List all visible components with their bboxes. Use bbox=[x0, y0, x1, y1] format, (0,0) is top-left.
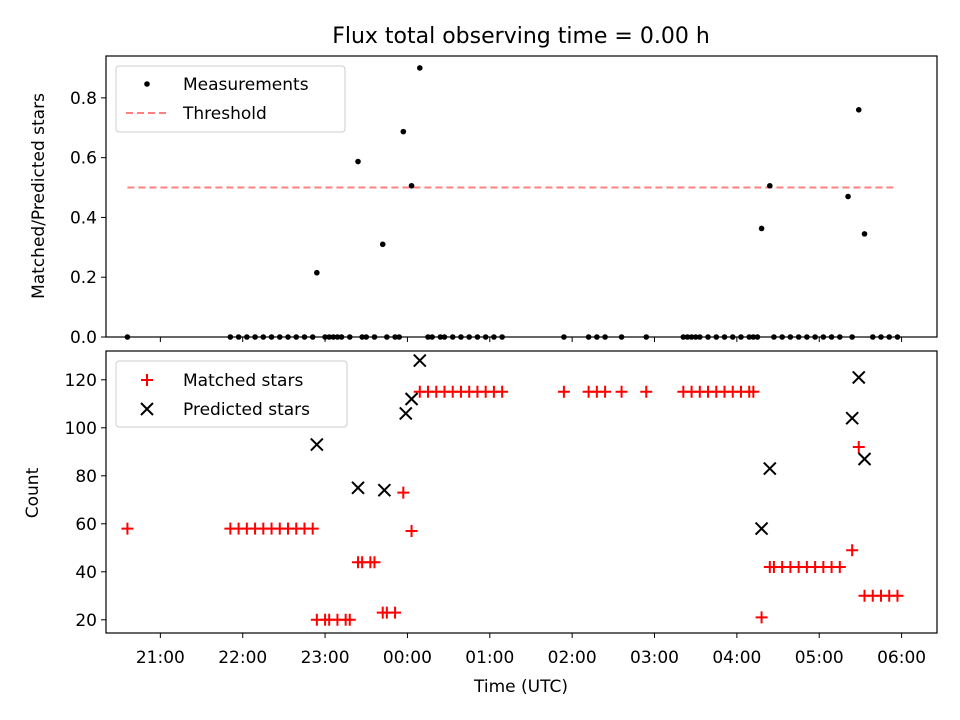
top-y-tick-label: 0.6 bbox=[70, 149, 97, 169]
bottom-x-tick-label: 03:00 bbox=[630, 648, 679, 668]
matched-star-point bbox=[615, 385, 628, 398]
bottom-x-tick-label: 06:00 bbox=[877, 648, 926, 668]
top-y-axis-label: Matched/Predicted stars bbox=[29, 93, 49, 299]
bottom-plot-area: 20 40 60 80 100 120 21:00 22:00 23:00 00:00 01:00 0… bbox=[65, 353, 926, 668]
bottom-x-tick-label: 04:00 bbox=[712, 648, 761, 668]
measurement-point bbox=[758, 225, 765, 232]
legend-marker-measurements bbox=[144, 81, 150, 87]
bottom-y-tick-label: 60 bbox=[75, 515, 97, 535]
bottom-x-tick-label: 21:00 bbox=[136, 648, 185, 668]
bottom-x-axis-label: Time (UTC) bbox=[473, 677, 568, 697]
matched-star-point bbox=[397, 486, 410, 499]
matched-star-point bbox=[599, 385, 612, 398]
matched-star-point bbox=[747, 385, 760, 398]
bottom-y-tick-label: 80 bbox=[75, 467, 97, 487]
matched-star-point bbox=[833, 561, 846, 573]
bottom-x-tick-label: 22:00 bbox=[218, 648, 267, 668]
bottom-x-tick-label: 02:00 bbox=[548, 648, 597, 668]
top-legend: Measurements Threshold bbox=[115, 65, 346, 133]
measurement-point bbox=[314, 269, 320, 276]
predicted-star-point bbox=[310, 437, 324, 452]
matched-star-point bbox=[306, 522, 319, 535]
bottom-y-tick-label: 100 bbox=[65, 419, 97, 439]
predicted-star-point bbox=[413, 353, 427, 368]
bottom-plot-frame bbox=[105, 350, 938, 634]
measurement-point bbox=[355, 158, 361, 165]
matched-star-point bbox=[368, 556, 381, 569]
matched-star-point bbox=[852, 441, 865, 453]
top-plot-area: 0.0 0.2 0.4 0.6 0.8 bbox=[70, 65, 903, 348]
legend-marker-predicted bbox=[140, 402, 154, 416]
bottom-x-tick-label: 23:00 bbox=[301, 648, 350, 668]
top-y-tick-label: 0.8 bbox=[70, 89, 97, 109]
top-y-tick-label: 0.0 bbox=[70, 328, 97, 348]
bottom-legend: Matched stars Predicted stars bbox=[115, 360, 348, 428]
measurement-point bbox=[408, 182, 415, 189]
matched-star-point bbox=[389, 606, 402, 619]
matched-star-point bbox=[343, 613, 356, 626]
matched-star-point bbox=[755, 611, 768, 624]
top-plot-frame bbox=[105, 55, 938, 338]
chart-title: Flux total observing time = 0.00 h bbox=[332, 24, 710, 49]
predicted-star-point bbox=[377, 483, 392, 497]
bottom-x-tick-label: 05:00 bbox=[795, 648, 844, 668]
top-y-tick-label: 0.4 bbox=[70, 208, 97, 228]
measurement-point bbox=[861, 231, 868, 237]
legend-label-measurements: Measurements bbox=[183, 75, 309, 95]
bottom-y-tick-label: 20 bbox=[75, 611, 97, 631]
legend-label-predicted: Predicted stars bbox=[183, 400, 310, 420]
bottom-y-tick-label: 120 bbox=[65, 371, 97, 391]
legend-label-matched: Matched stars bbox=[183, 371, 303, 391]
bottom-y-axis-label: Count bbox=[23, 467, 43, 518]
predicted-star-point bbox=[852, 370, 866, 385]
measurement-point bbox=[400, 128, 407, 135]
measurement-point bbox=[855, 107, 862, 113]
bottom-y-tick-label: 40 bbox=[75, 563, 97, 583]
bottom-legend-box bbox=[115, 360, 348, 428]
predicted-star-point bbox=[754, 521, 769, 536]
predicted-star-point bbox=[763, 461, 777, 476]
matched-star-point bbox=[891, 589, 904, 602]
matched-star-point bbox=[557, 385, 570, 398]
legend-marker-matched bbox=[141, 374, 153, 386]
matched-star-point bbox=[496, 385, 509, 398]
bottom-x-tick-label: 00:00 bbox=[383, 648, 432, 668]
matched-star-point bbox=[640, 385, 653, 398]
top-y-tick-label: 0.2 bbox=[70, 268, 97, 288]
bottom-x-tick-label: 01:00 bbox=[465, 648, 514, 668]
matched-star-point bbox=[121, 522, 134, 535]
predicted-star-point bbox=[399, 406, 413, 421]
predicted-star-point bbox=[351, 481, 365, 495]
predicted-star-point bbox=[404, 392, 419, 406]
measurement-point bbox=[767, 182, 773, 189]
measurement-point bbox=[416, 65, 423, 71]
legend-label-threshold: Threshold bbox=[182, 104, 267, 124]
matched-star-point bbox=[846, 544, 859, 557]
predicted-star-point bbox=[845, 411, 859, 425]
measurement-point bbox=[379, 241, 386, 248]
top-legend-box bbox=[115, 65, 346, 133]
matched-star-point bbox=[405, 525, 418, 537]
predicted-star-point bbox=[857, 452, 872, 466]
measurement-point bbox=[845, 193, 851, 200]
